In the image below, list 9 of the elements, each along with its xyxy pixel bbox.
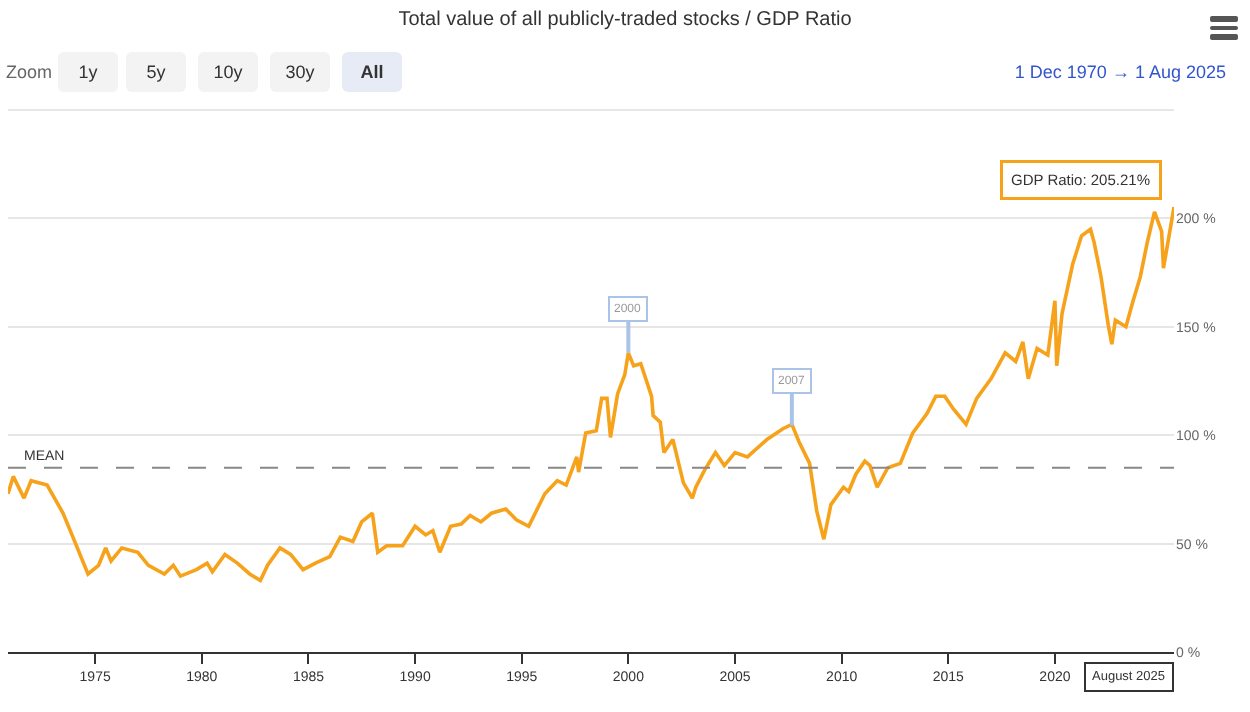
- text: 1 Dec 1970 → 1 Aug 2025: [1014, 60, 1226, 86]
- line-series: [8, 205, 1174, 583]
- text: All: [342, 52, 402, 92]
- text: Zoom: [6, 60, 53, 86]
- text: 1y: [58, 52, 118, 92]
- chart-title: Total value of all publicly-traded stocks / GDP Ratio: [398, 8, 853, 31]
- text: 30y: [270, 52, 330, 92]
- text: 5y: [126, 52, 186, 92]
- text: 10y: [198, 52, 258, 92]
